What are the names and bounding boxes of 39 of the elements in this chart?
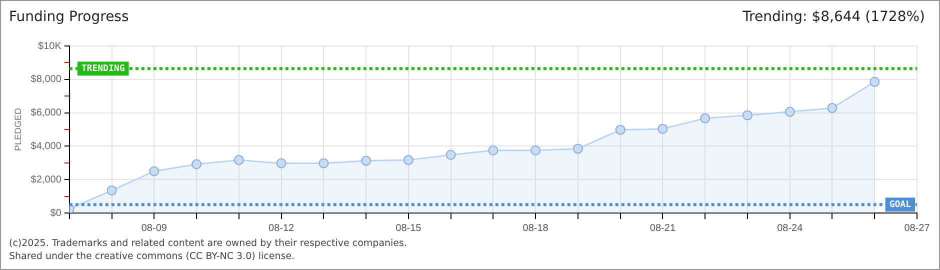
text: (c)2025. Trademarks and related content are owned by their respective companies. — [9, 237, 407, 250]
chart-title: Funding Progress — [9, 9, 129, 25]
point — [318, 158, 329, 168]
point — [572, 144, 583, 154]
x-tick-label: 08-15 — [396, 222, 422, 234]
point — [784, 106, 795, 117]
point — [403, 155, 414, 166]
point — [742, 110, 752, 120]
point — [106, 185, 117, 196]
x-tick-label: 08-18 — [522, 222, 549, 234]
point — [234, 155, 244, 166]
x-tick-label: 08-27 — [904, 222, 930, 234]
point — [615, 124, 626, 135]
x-tick-label: 08-12 — [268, 222, 295, 234]
point — [446, 150, 456, 160]
point — [192, 159, 202, 170]
ref-line-label: GOAL — [889, 200, 912, 210]
point — [488, 145, 498, 156]
point — [827, 102, 838, 113]
text: Shared under the creative commons (CC BY-NC 3.0) license. — [9, 250, 296, 263]
ref-line-label: TRENDING — [81, 64, 125, 74]
x-tick-label: 08-21 — [650, 222, 676, 234]
x-tick-label: 08-09 — [141, 222, 168, 234]
point — [700, 113, 710, 124]
point — [276, 158, 286, 168]
y-tick-label: $4,000 — [30, 140, 62, 152]
y-tick-label: $10K — [38, 40, 62, 52]
y-axis-title: PLEDGED — [12, 107, 23, 152]
point — [361, 156, 372, 166]
point — [530, 145, 541, 156]
chart-subtitle: Trending: $8,644 (1728%) — [742, 9, 925, 25]
x-tick-label: 08-24 — [777, 222, 804, 234]
point — [870, 76, 880, 87]
y-tick-label: $8,000 — [30, 74, 62, 86]
y-tick-label: $0 — [50, 208, 62, 219]
y-tick-label: $6,000 — [30, 108, 62, 119]
y-tick-label: $2,000 — [30, 174, 62, 186]
point — [149, 166, 160, 176]
point — [658, 124, 668, 134]
